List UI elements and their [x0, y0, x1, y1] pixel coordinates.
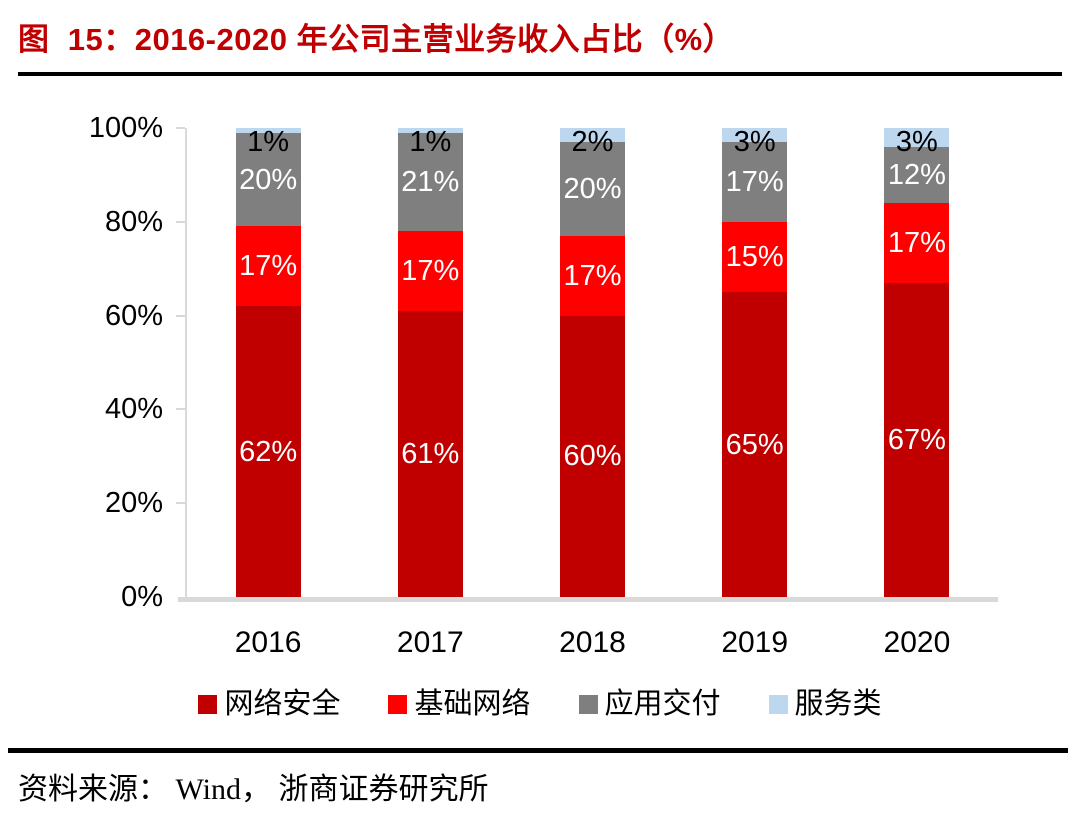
bar-value-label: 21%: [401, 165, 460, 198]
bar-segment: 2%: [560, 126, 625, 158]
legend-label: 服务类: [794, 688, 882, 720]
bar-segment: 61%: [397, 310, 463, 597]
x-axis-label: 2020: [883, 626, 951, 659]
y-axis-tick-label: 80%: [104, 205, 163, 238]
bar-value-label: 17%: [239, 250, 298, 283]
bar-segment: 3%: [722, 126, 788, 158]
legend-item: 网络安全: [198, 688, 340, 720]
bar-segment: 15%: [722, 221, 788, 293]
y-axis-tick-label: 20%: [104, 487, 163, 520]
x-axis-line: [178, 597, 998, 602]
bar-value-label: 3%: [733, 126, 776, 158]
y-axis-tick-label: 40%: [104, 393, 163, 426]
y-axis-tick: [176, 502, 185, 505]
bar-value-label: 1%: [409, 126, 452, 158]
bar-segment: 12%: [884, 146, 950, 204]
y-axis-tick-label: 60%: [104, 299, 163, 332]
y-axis-tick: [176, 408, 185, 411]
bar-value-label: 20%: [563, 172, 622, 205]
bar-value-label: 60%: [563, 440, 622, 473]
legend-swatch-icon: [198, 694, 218, 714]
bar-value-label: 62%: [239, 435, 298, 468]
bar-value-label: 3%: [895, 126, 938, 158]
bar-value-label: 20%: [239, 163, 298, 196]
y-axis-line: [185, 128, 187, 597]
bar-value-label: 67%: [887, 423, 946, 456]
bar-segment: 62%: [235, 306, 301, 597]
bar-segment: 17%: [397, 231, 463, 311]
bar-value-label: 17%: [401, 255, 460, 288]
legend-label: 网络安全: [224, 688, 341, 720]
y-axis-tick-label: 0%: [121, 581, 163, 613]
bar-value-label: 65%: [725, 428, 784, 461]
figure-title: 图 15：2016-2020 年公司主营业务收入占比（%）: [18, 22, 735, 57]
legend-swatch-icon: [768, 694, 788, 714]
x-axis-label: 2017: [396, 626, 464, 659]
bar-segment: 21%: [397, 132, 463, 232]
bar-value-label: 1%: [247, 126, 290, 158]
legend-item: 服务类: [768, 688, 882, 720]
legend-swatch-icon: [578, 694, 598, 714]
bar-value-label: 12%: [887, 158, 946, 191]
bar-segment: 17%: [560, 235, 625, 316]
bar-segment: 1%: [235, 126, 301, 158]
y-axis-tick: [176, 220, 185, 223]
bar-segment: 17%: [884, 203, 950, 283]
bar-segment: 20%: [560, 142, 625, 236]
bar-segment: 60%: [560, 315, 625, 597]
bar-value-label: 2%: [571, 126, 614, 158]
bar-value-label: 15%: [725, 240, 784, 273]
x-axis-label: 2019: [721, 626, 789, 659]
x-axis-label: 2018: [559, 626, 626, 659]
y-axis-tick: [176, 127, 185, 129]
bar-value-label: 17%: [725, 165, 784, 198]
legend-label: 基础网络: [414, 688, 531, 720]
y-axis-tick: [176, 314, 185, 317]
legend-swatch-icon: [388, 694, 408, 714]
bar-segment: 1%: [397, 126, 463, 158]
bar-value-label: 61%: [401, 437, 460, 470]
source-note: 资料来源： Wind， 浙商证券研究所: [18, 773, 489, 806]
y-axis-tick-label: 100%: [88, 112, 163, 144]
title-divider: [18, 72, 1062, 76]
legend-item: 基础网络: [388, 688, 531, 720]
bar-segment: 67%: [884, 282, 950, 597]
legend-label: 应用交付: [604, 688, 721, 720]
bottom-divider: [8, 748, 1068, 753]
bar-segment: 17%: [722, 142, 788, 222]
x-axis-label: 2016: [234, 626, 302, 659]
legend-item: 应用交付: [578, 688, 721, 720]
bar-segment: 20%: [235, 132, 301, 227]
bar-value-label: 17%: [887, 226, 946, 259]
bar-segment: 3%: [884, 126, 950, 158]
bar-segment: 17%: [235, 226, 301, 307]
bar-segment: 65%: [722, 292, 788, 597]
bar-value-label: 17%: [563, 259, 622, 292]
legend: 网络安全 基础网络 应用交付 服务类: [0, 688, 1080, 720]
